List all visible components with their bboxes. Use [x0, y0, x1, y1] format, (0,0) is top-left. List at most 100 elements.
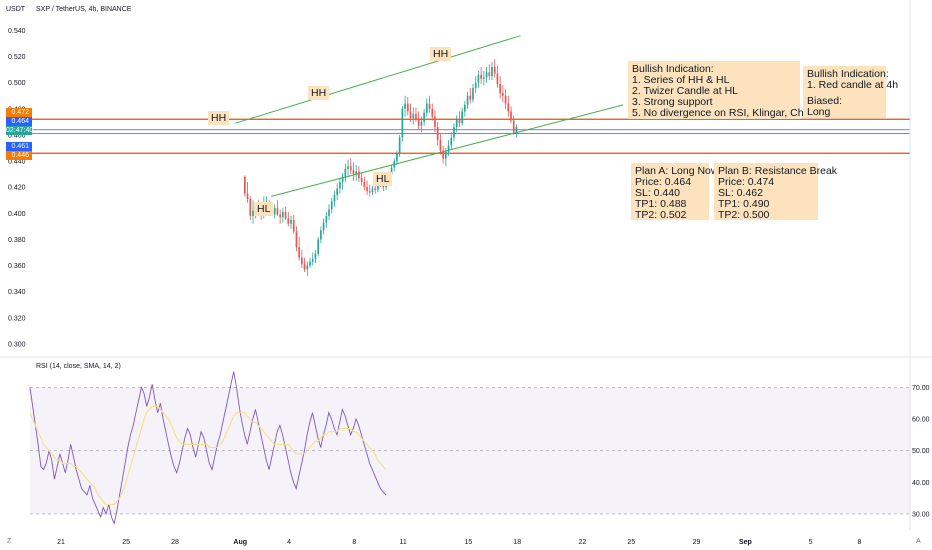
candle-body	[295, 231, 298, 248]
candle-body	[306, 265, 309, 270]
price-tick-label: 0.340	[8, 289, 26, 296]
channel-line	[271, 104, 624, 197]
note-line: TP2: 0.500	[718, 209, 770, 221]
price-tick-label: 0.300	[8, 341, 26, 348]
rsi-band	[30, 387, 910, 515]
price-tick-label: 0.380	[8, 237, 26, 244]
note-line: Bullish Indication:	[632, 63, 714, 75]
candle-body	[507, 103, 510, 112]
candle-body	[512, 120, 515, 133]
candle-body	[243, 176, 246, 194]
note-bullish-indication[interactable]: Bullish Indication: 1. Series of HH & HL…	[628, 61, 829, 119]
time-tick-label: 11	[400, 539, 407, 546]
candle-body	[298, 247, 301, 258]
price-tick-label: 0.540	[8, 28, 26, 35]
rsi-tick-label: 50.00	[912, 448, 930, 455]
candle-body	[488, 72, 491, 77]
symbol-title[interactable]: SXP / TetherUS, 4h, BINANCE	[36, 6, 132, 13]
candle-body	[325, 215, 328, 223]
candle-body	[328, 209, 330, 216]
time-tick-label: 28	[171, 539, 179, 546]
time-axis[interactable]: 21 25 28 Aug 4 8 11 15 18 22 25 29 Sep 5 8	[57, 539, 861, 546]
candle-body	[290, 219, 292, 224]
note-bullish-bias[interactable]: Bullish Indication: 1. Red candle at 4h …	[803, 66, 899, 118]
candle-body	[309, 261, 311, 266]
price-tick-label: 0.440	[8, 159, 26, 166]
note-line: 3. Strong support	[632, 96, 713, 108]
candle-body	[273, 208, 276, 215]
note-line: Plan B: Resistance Break	[718, 165, 838, 177]
note-line: Price: 0.464	[635, 176, 692, 188]
label-hl-1[interactable]: HL	[254, 202, 274, 216]
note-plan-a[interactable]: Plan A: Long Now Price: 0.464 SL: 0.440 …	[631, 163, 719, 221]
note-line: 1. Series of HH & HL	[632, 74, 730, 86]
price-channel	[235, 35, 624, 197]
candle-body	[447, 145, 450, 152]
time-tick-label: Aug	[233, 539, 247, 546]
candle-body	[483, 77, 485, 79]
note-line: Plan A: Long Now	[635, 165, 719, 177]
price-tick-label: 0.360	[8, 263, 26, 270]
candle-body	[360, 178, 363, 182]
label-hh-1[interactable]: HH	[208, 111, 230, 125]
candle-body	[252, 210, 254, 216]
time-tick-label: 21	[57, 539, 65, 546]
candle-body	[515, 127, 518, 133]
candle-body	[368, 191, 371, 193]
candle-body	[436, 127, 439, 141]
candle-body	[347, 166, 349, 169]
candle-body	[485, 72, 488, 78]
price-tag-0461: 0.461	[6, 142, 32, 151]
price-axis[interactable]: 0.5400.5200.5000.4800.4600.4400.4200.400…	[8, 28, 26, 348]
candle-body	[390, 167, 393, 175]
time-tick-label: Sep	[739, 539, 752, 546]
rsi-tick-label: 30.00	[912, 511, 930, 518]
note-line: SL: 0.440	[635, 187, 680, 199]
candle-body	[279, 214, 281, 218]
candle-body	[282, 212, 284, 218]
note-line: TP1: 0.488	[635, 198, 687, 210]
note-line: Long	[807, 106, 831, 118]
candle-body	[502, 93, 504, 96]
note-line: Biased:	[807, 95, 843, 107]
note-line: 1. Red candle at 4h	[807, 79, 899, 91]
candle-body	[336, 188, 339, 196]
candle-body	[396, 153, 398, 162]
candle-body	[249, 198, 252, 216]
candle-body	[474, 82, 477, 88]
note-plan-b[interactable]: Plan B: Resistance Break Price: 0.474 SL…	[714, 163, 838, 221]
candle-body	[355, 171, 358, 175]
candlestick-series	[243, 59, 518, 277]
candle-body	[322, 222, 325, 231]
candle-body	[292, 219, 295, 232]
price-tick-label: 0.520	[8, 54, 26, 61]
candle-body	[450, 137, 453, 146]
candle-body	[409, 111, 412, 118]
candle-body	[363, 181, 366, 188]
candle-body	[366, 187, 368, 192]
rsi-sma-line	[29, 405, 387, 505]
rsi-indicator-label[interactable]: RSI (14, close, SMA, 14, 2)	[36, 363, 121, 370]
price-tick-label: 0.420	[8, 185, 26, 192]
candle-body	[358, 171, 360, 179]
candle-body	[374, 188, 377, 190]
label-hh-2[interactable]: HH	[308, 86, 330, 100]
candle-body	[417, 119, 420, 126]
candle-body	[420, 121, 423, 126]
candle-body	[284, 212, 287, 219]
note-line: TP1: 0.490	[718, 198, 770, 210]
rsi-axis[interactable]: 70.00 60.00 50.00 40.00 30.00	[912, 385, 930, 519]
candle-body	[314, 253, 317, 260]
rsi-tick-label: 40.00	[912, 480, 930, 487]
price-tick-label: 0.320	[8, 315, 26, 322]
auto-scale-icon[interactable]: A	[916, 538, 921, 545]
zoom-icon[interactable]: Z	[7, 538, 12, 545]
candle-body	[510, 111, 512, 121]
candle-body	[317, 239, 320, 254]
note-line: SL: 0.462	[718, 187, 763, 199]
rsi-tick-label: 60.00	[912, 417, 930, 424]
time-tick-label: 4	[287, 539, 291, 546]
label-hl-2[interactable]: HL	[373, 172, 393, 186]
label-hh-3[interactable]: HH	[430, 47, 452, 61]
